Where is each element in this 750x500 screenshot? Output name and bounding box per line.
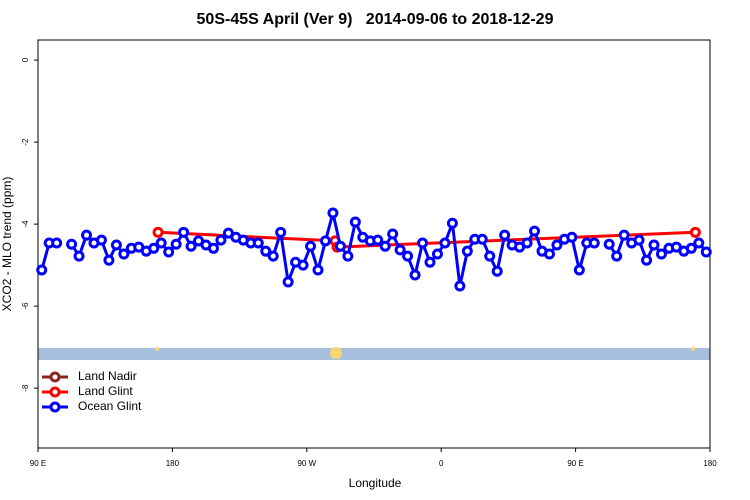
point xyxy=(252,237,264,249)
point xyxy=(95,234,107,246)
point xyxy=(148,242,160,254)
y-tick-label: -2 xyxy=(21,138,30,146)
legend-marker xyxy=(49,371,61,383)
point xyxy=(633,234,645,246)
chart-title: 50S-45S April (Ver 9) 2014-09-06 to 2018… xyxy=(197,11,554,28)
point xyxy=(402,250,414,262)
point xyxy=(566,231,578,243)
x-tick-label: 90 W xyxy=(297,459,316,468)
x-axis-label: Longitude xyxy=(349,476,402,490)
point xyxy=(424,256,436,268)
point xyxy=(297,259,309,271)
point xyxy=(163,246,175,258)
point xyxy=(700,246,712,258)
point xyxy=(81,229,93,241)
legend-label: Ocean Glint xyxy=(78,399,142,413)
x-tick-label: 90 E xyxy=(30,459,46,468)
plot-frame xyxy=(37,39,711,449)
point xyxy=(267,250,279,262)
point xyxy=(379,240,391,252)
point xyxy=(499,229,511,241)
point xyxy=(110,239,122,251)
point xyxy=(521,237,533,249)
land-dot xyxy=(691,347,695,351)
y-tick-label: -8 xyxy=(21,384,30,392)
legend-label: Land Nadir xyxy=(78,369,137,383)
point xyxy=(529,225,541,237)
land-dot xyxy=(155,347,159,351)
point xyxy=(648,239,660,251)
point xyxy=(349,216,361,228)
x-tick-label: 180 xyxy=(703,459,717,468)
land-dot xyxy=(330,347,342,359)
point xyxy=(155,237,167,249)
point xyxy=(372,234,384,246)
legend-marker xyxy=(49,401,61,413)
point xyxy=(305,240,317,252)
point xyxy=(207,242,219,254)
y-tick-label: -4 xyxy=(21,220,30,228)
land-mask-band xyxy=(38,348,710,360)
point xyxy=(409,269,421,281)
point xyxy=(603,238,615,250)
point xyxy=(275,226,287,238)
point xyxy=(118,248,130,260)
point xyxy=(66,238,78,250)
point xyxy=(641,254,653,266)
legend-label: Land Glint xyxy=(78,384,133,398)
point xyxy=(543,248,555,260)
y-axis-label: XCO2 - MLO trend (ppm) xyxy=(0,177,14,312)
point xyxy=(484,250,496,262)
point xyxy=(152,226,164,238)
point xyxy=(327,207,339,219)
point xyxy=(215,234,227,246)
point xyxy=(417,237,429,249)
point xyxy=(618,229,630,241)
point xyxy=(282,276,294,288)
point xyxy=(51,237,63,249)
point xyxy=(394,244,406,256)
point xyxy=(689,226,701,238)
point xyxy=(185,240,197,252)
point xyxy=(611,250,623,262)
point xyxy=(461,245,473,257)
point xyxy=(446,217,458,229)
point xyxy=(551,239,563,251)
point xyxy=(573,264,585,276)
point xyxy=(260,245,272,257)
point xyxy=(693,237,705,249)
point xyxy=(170,238,182,250)
point xyxy=(36,264,48,276)
point xyxy=(491,265,503,277)
point xyxy=(103,254,115,266)
point xyxy=(431,248,443,260)
x-tick-label: 0 xyxy=(439,459,444,468)
point xyxy=(387,228,399,240)
point xyxy=(342,250,354,262)
x-tick-label: 180 xyxy=(166,459,180,468)
point xyxy=(334,240,346,252)
y-tick-label: 0 xyxy=(21,57,30,62)
point xyxy=(439,237,451,249)
point xyxy=(454,280,466,292)
point xyxy=(319,235,331,247)
point xyxy=(588,237,600,249)
legend-marker xyxy=(49,386,61,398)
point xyxy=(178,226,190,238)
point xyxy=(73,250,85,262)
point xyxy=(655,248,667,260)
point xyxy=(312,264,324,276)
point xyxy=(685,242,697,254)
point xyxy=(476,233,488,245)
y-tick-label: -6 xyxy=(21,302,30,310)
x-tick-label: 90 E xyxy=(567,459,583,468)
